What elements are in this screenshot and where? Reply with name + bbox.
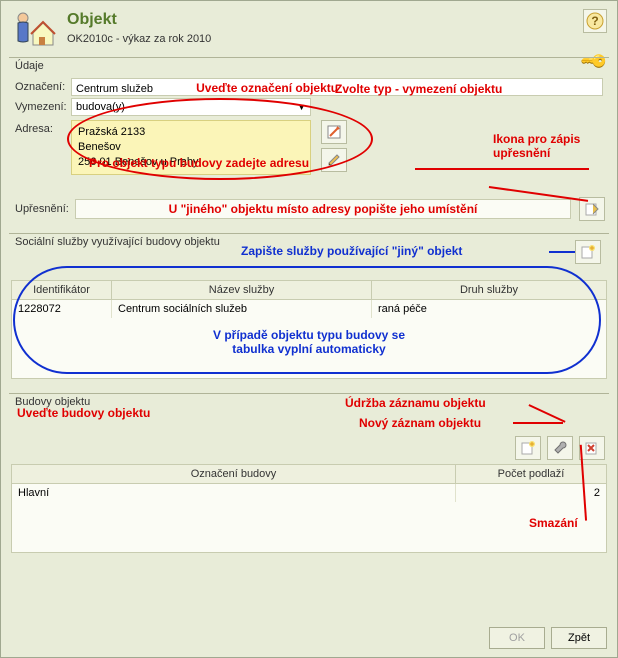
footer: OK Zpět — [489, 627, 607, 649]
section-budovy: Budovy objektu Uveďte budovy objektu Údr… — [9, 393, 609, 553]
header: Objekt OK2010c - výkaz za rok 2010 ? 🔑 — [1, 1, 617, 53]
dropdown-vymezeni[interactable]: budova(y) ▼ — [71, 98, 311, 116]
th-id: Identifikátor — [12, 281, 112, 299]
td-podlazi: 2 — [456, 484, 606, 502]
td-nazev: Centrum sociálních služeb — [112, 300, 372, 318]
section-title-udaje: Údaje — [11, 60, 48, 72]
label-vymezeni: Vymezení: — [9, 101, 71, 113]
th-druh: Druh služby — [372, 281, 606, 299]
ok-button[interactable]: OK — [489, 627, 545, 649]
page-subtitle: OK2010c - výkaz za rok 2010 — [67, 33, 607, 45]
th-podlazi: Počet podlaží — [456, 465, 606, 483]
help-button[interactable]: ? — [583, 9, 607, 33]
table-budovy: Označení budovy Počet podlaží Hlavní 2 — [11, 464, 607, 553]
add-service-button[interactable] — [575, 240, 601, 264]
back-button[interactable]: Zpět — [551, 627, 607, 649]
section-title-budovy: Budovy objektu — [11, 396, 94, 408]
svg-text:?: ? — [591, 14, 598, 28]
address-line2: Benešov — [78, 140, 304, 155]
address-line3: 256 01 Benešov u Prahy — [78, 155, 304, 170]
annotation-auto1: V případě objektu typu budovy se — [213, 328, 405, 342]
section-title-sluzby: Sociální služby využívající budovy objek… — [11, 236, 224, 248]
td-oznaceni: Hlavní — [12, 484, 456, 502]
annotation-novy: Nový záznam objektu — [359, 416, 481, 430]
td-id: 1228072 — [12, 300, 112, 318]
input-oznaceni[interactable]: Centrum služeb Uveďte označení objektu — [71, 78, 603, 96]
pencil-button[interactable] — [321, 148, 347, 172]
delete-building-button[interactable] — [579, 436, 605, 460]
upresneni-annot-text: U "jiného" objektu místo adresy popište … — [169, 202, 478, 216]
table-row[interactable]: 1228072 Centrum sociálních služeb raná p… — [12, 300, 606, 318]
oznaceni-value: Centrum služeb — [76, 83, 153, 95]
input-upresneni[interactable]: U "jiného" objektu místo adresy popište … — [75, 199, 571, 219]
person-house-icon — [11, 9, 59, 49]
window: Objekt OK2010c - výkaz za rok 2010 ? 🔑 Ú… — [0, 0, 618, 658]
table-sluzby: Identifikátor Název služby Druh služby 1… — [11, 280, 607, 379]
td-druh: raná péče — [372, 300, 606, 318]
address-line1: Pražská 2133 — [78, 125, 304, 140]
table-row[interactable]: Hlavní 2 — [12, 484, 606, 502]
page-title: Objekt — [67, 11, 607, 29]
label-oznaceni: Označení: — [9, 81, 71, 93]
upresneni-edit-button[interactable] — [579, 197, 605, 221]
annotation-auto2: tabulka vyplní automaticky — [232, 342, 385, 356]
section-sluzby: Sociální služby využívající budovy objek… — [9, 233, 609, 379]
annotation-uvedte-budovy: Uveďte budovy objektu — [17, 406, 150, 420]
th-nazev: Název služby — [112, 281, 372, 299]
annotation-oznaceni: Uveďte označení objektu — [196, 81, 338, 95]
vymezeni-value: budova(y) — [76, 101, 125, 113]
new-building-button[interactable] — [515, 436, 541, 460]
edit-address-button[interactable] — [321, 120, 347, 144]
annotation-udrzba: Údržba záznamu objektu — [345, 396, 486, 410]
address-box: Pražská 2133 Benešov 256 01 Benešov u Pr… — [71, 120, 311, 175]
label-adresa: Adresa: — [9, 120, 71, 135]
annotation-line-udrzba — [529, 404, 566, 422]
label-upresneni: Upřesnění: — [9, 203, 71, 215]
maintain-building-button[interactable] — [547, 436, 573, 460]
th-oznaceni-budovy: Označení budovy — [12, 465, 456, 483]
annotation-line-novy — [513, 422, 563, 424]
section-udaje: Údaje Označení: Centrum služeb Uveďte oz… — [9, 57, 609, 221]
chevron-down-icon: ▼ — [297, 102, 306, 112]
